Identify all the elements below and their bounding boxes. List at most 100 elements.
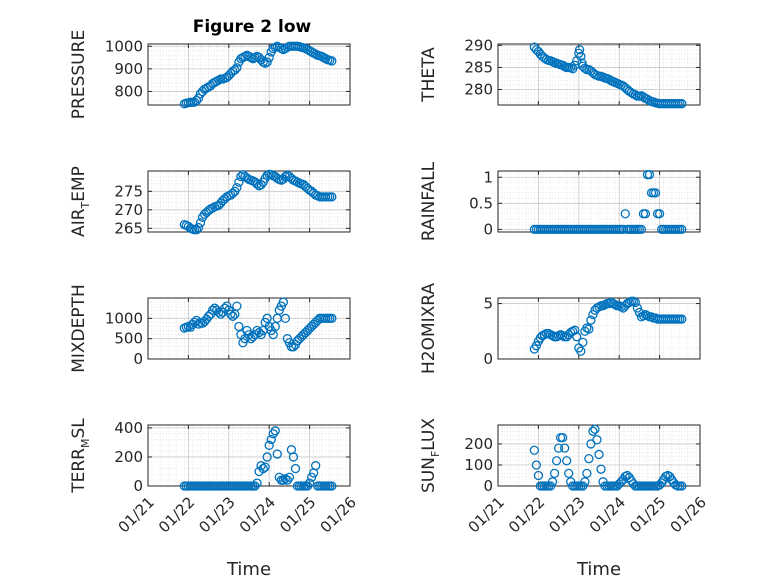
y-axis-label-subscript: F bbox=[429, 451, 442, 457]
data-point bbox=[327, 481, 337, 491]
data-point bbox=[207, 305, 218, 315]
data-point bbox=[258, 57, 268, 67]
y-tick-label: 5 bbox=[483, 295, 493, 313]
data-point bbox=[311, 461, 321, 471]
series-markers bbox=[179, 297, 337, 352]
data-point bbox=[288, 452, 299, 462]
subplot-6: 0 5 H2OMIXRA bbox=[419, 283, 701, 374]
data-point bbox=[636, 224, 647, 235]
data-point bbox=[570, 325, 580, 335]
data-point bbox=[226, 309, 236, 319]
data-point bbox=[677, 99, 687, 109]
data-point bbox=[551, 456, 562, 466]
y-axis-label: TERRMSL bbox=[69, 418, 92, 494]
y-tick-label: 0 bbox=[483, 350, 493, 368]
y-tick-label: 265 bbox=[114, 219, 143, 237]
data-point bbox=[193, 222, 204, 233]
data-point bbox=[280, 313, 291, 323]
data-point bbox=[562, 456, 572, 466]
data-point bbox=[592, 435, 602, 445]
data-point bbox=[586, 315, 596, 325]
y-axis-label: THETA bbox=[419, 47, 439, 103]
y-axis-label-main: SUN bbox=[419, 457, 439, 493]
data-point bbox=[620, 209, 630, 219]
data-point bbox=[270, 42, 280, 53]
y-tick-label: 100 bbox=[464, 456, 493, 474]
y-axis-label: RAINFALL bbox=[419, 161, 439, 241]
data-point bbox=[240, 51, 250, 62]
y-axis-label-main: AIR bbox=[69, 208, 89, 237]
data-point bbox=[252, 478, 262, 488]
data-point bbox=[321, 54, 331, 64]
y-axis-label: H2OMIXRA bbox=[419, 283, 439, 374]
y-tick-label: 280 bbox=[464, 81, 493, 99]
axes-box bbox=[497, 424, 701, 487]
data-point bbox=[584, 324, 594, 334]
data-point bbox=[588, 309, 598, 320]
y-tick-label: 400 bbox=[114, 419, 143, 437]
data-point bbox=[272, 449, 282, 459]
y-axis-label-rest: EMP bbox=[69, 166, 89, 202]
y-axis-label: MIXDEPTH bbox=[69, 284, 89, 373]
data-point bbox=[572, 332, 582, 342]
data-point bbox=[327, 192, 337, 202]
y-tick-label: 900 bbox=[114, 60, 143, 78]
y-tick-label: 0 bbox=[133, 477, 143, 495]
y-tick-label: 0 bbox=[483, 477, 493, 495]
data-point bbox=[252, 179, 262, 189]
y-tick-label: 270 bbox=[114, 201, 143, 219]
data-point bbox=[547, 477, 558, 487]
data-point bbox=[590, 424, 600, 434]
data-point bbox=[193, 93, 204, 103]
data-point bbox=[549, 468, 560, 479]
data-point bbox=[644, 169, 655, 180]
y-axis-label-rest: SL bbox=[69, 418, 89, 439]
data-point bbox=[640, 209, 651, 219]
data-point bbox=[576, 346, 586, 356]
y-tick-label: 1 bbox=[483, 168, 493, 186]
axes-box bbox=[497, 297, 701, 360]
data-point bbox=[531, 341, 542, 351]
series-markers bbox=[179, 41, 337, 109]
data-point bbox=[193, 319, 204, 329]
data-point bbox=[677, 314, 687, 324]
data-point bbox=[580, 63, 590, 73]
data-point bbox=[580, 477, 590, 487]
data-point bbox=[236, 171, 246, 182]
data-point bbox=[306, 472, 317, 482]
x-axis-label: Time bbox=[576, 559, 621, 580]
data-point bbox=[262, 57, 272, 67]
data-point bbox=[250, 481, 260, 491]
series-markers bbox=[179, 169, 337, 235]
data-point bbox=[191, 95, 202, 106]
y-tick-label: 290 bbox=[464, 36, 493, 54]
data-point bbox=[191, 225, 202, 235]
y-tick-label: 275 bbox=[114, 182, 143, 200]
data-point bbox=[677, 224, 687, 235]
data-point bbox=[654, 209, 665, 219]
subplot-4: 0 0.5 1 RAINFALL bbox=[419, 161, 701, 241]
data-point bbox=[531, 460, 542, 470]
data-point bbox=[280, 474, 291, 484]
data-point bbox=[232, 182, 242, 193]
data-point bbox=[250, 52, 260, 63]
axes-box bbox=[497, 170, 701, 233]
data-point bbox=[586, 439, 596, 449]
y-tick-label: 285 bbox=[464, 58, 493, 76]
data-point bbox=[582, 323, 592, 333]
data-point bbox=[533, 470, 544, 481]
subplot-1: 800 900 1000 PRESSURE bbox=[69, 30, 351, 119]
data-point bbox=[276, 43, 286, 54]
data-point bbox=[302, 481, 313, 491]
data-point bbox=[584, 454, 594, 464]
data-point bbox=[582, 468, 592, 479]
data-point bbox=[264, 440, 274, 450]
data-point bbox=[270, 426, 280, 436]
data-point bbox=[677, 481, 687, 491]
y-tick-label: 200 bbox=[114, 448, 143, 466]
data-point bbox=[557, 331, 568, 341]
data-point bbox=[578, 337, 588, 348]
data-point bbox=[228, 311, 238, 321]
series-markers bbox=[529, 42, 687, 109]
